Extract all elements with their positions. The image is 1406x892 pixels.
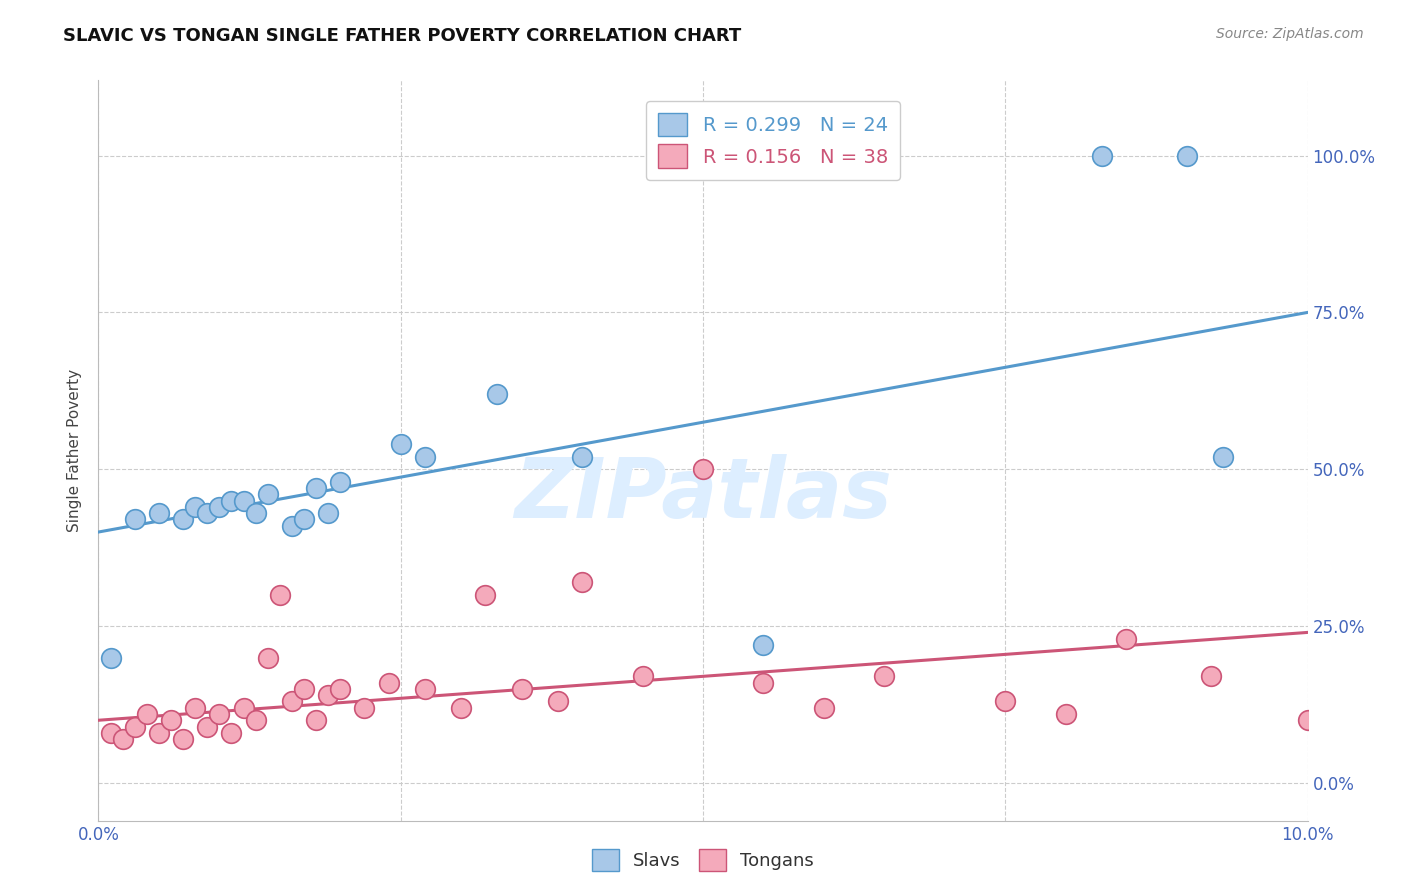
- Point: [1054, 706, 1077, 721]
- Point: [571, 450, 593, 464]
- Point: [1296, 713, 1319, 727]
- Point: [232, 493, 254, 508]
- Point: [305, 713, 328, 727]
- Point: [111, 732, 134, 747]
- Point: [474, 588, 496, 602]
- Point: [184, 700, 207, 714]
- Point: [256, 487, 278, 501]
- Point: [172, 732, 194, 747]
- Point: [486, 387, 509, 401]
- Point: [1175, 148, 1198, 162]
- Point: [195, 506, 218, 520]
- Point: [413, 450, 436, 464]
- Point: [752, 675, 775, 690]
- Point: [305, 481, 328, 495]
- Point: [100, 650, 122, 665]
- Point: [100, 726, 122, 740]
- Point: [353, 700, 375, 714]
- Point: [571, 575, 593, 590]
- Point: [292, 512, 315, 526]
- Point: [1115, 632, 1137, 646]
- Point: [160, 713, 183, 727]
- Point: [195, 719, 218, 733]
- Point: [172, 512, 194, 526]
- Point: [547, 694, 569, 708]
- Point: [631, 669, 654, 683]
- Point: [135, 706, 157, 721]
- Point: [245, 506, 267, 520]
- Point: [329, 475, 352, 489]
- Point: [994, 694, 1017, 708]
- Point: [292, 681, 315, 696]
- Point: [221, 726, 243, 740]
- Point: [377, 675, 399, 690]
- Point: [232, 700, 254, 714]
- Point: [813, 700, 835, 714]
- Point: [124, 512, 146, 526]
- Point: [510, 681, 533, 696]
- Point: [316, 506, 339, 520]
- Point: [124, 719, 146, 733]
- Point: [269, 588, 291, 602]
- Point: [316, 688, 339, 702]
- Point: [873, 669, 896, 683]
- Point: [752, 638, 775, 652]
- Legend: R = 0.299   N = 24, R = 0.156   N = 38: R = 0.299 N = 24, R = 0.156 N = 38: [647, 101, 900, 179]
- Point: [148, 726, 170, 740]
- Point: [1091, 148, 1114, 162]
- Point: [256, 650, 278, 665]
- Point: [245, 713, 267, 727]
- Point: [692, 462, 714, 476]
- Y-axis label: Single Father Poverty: Single Father Poverty: [67, 369, 83, 532]
- Point: [281, 694, 304, 708]
- Point: [221, 493, 243, 508]
- Text: SLAVIC VS TONGAN SINGLE FATHER POVERTY CORRELATION CHART: SLAVIC VS TONGAN SINGLE FATHER POVERTY C…: [63, 27, 741, 45]
- Point: [148, 506, 170, 520]
- Point: [208, 500, 231, 514]
- Point: [389, 437, 412, 451]
- Text: Source: ZipAtlas.com: Source: ZipAtlas.com: [1216, 27, 1364, 41]
- Point: [208, 706, 231, 721]
- Legend: Slavs, Tongans: Slavs, Tongans: [585, 842, 821, 879]
- Point: [1199, 669, 1222, 683]
- Point: [281, 518, 304, 533]
- Point: [1212, 450, 1234, 464]
- Point: [329, 681, 352, 696]
- Point: [450, 700, 472, 714]
- Point: [413, 681, 436, 696]
- Text: ZIPatlas: ZIPatlas: [515, 454, 891, 535]
- Point: [184, 500, 207, 514]
